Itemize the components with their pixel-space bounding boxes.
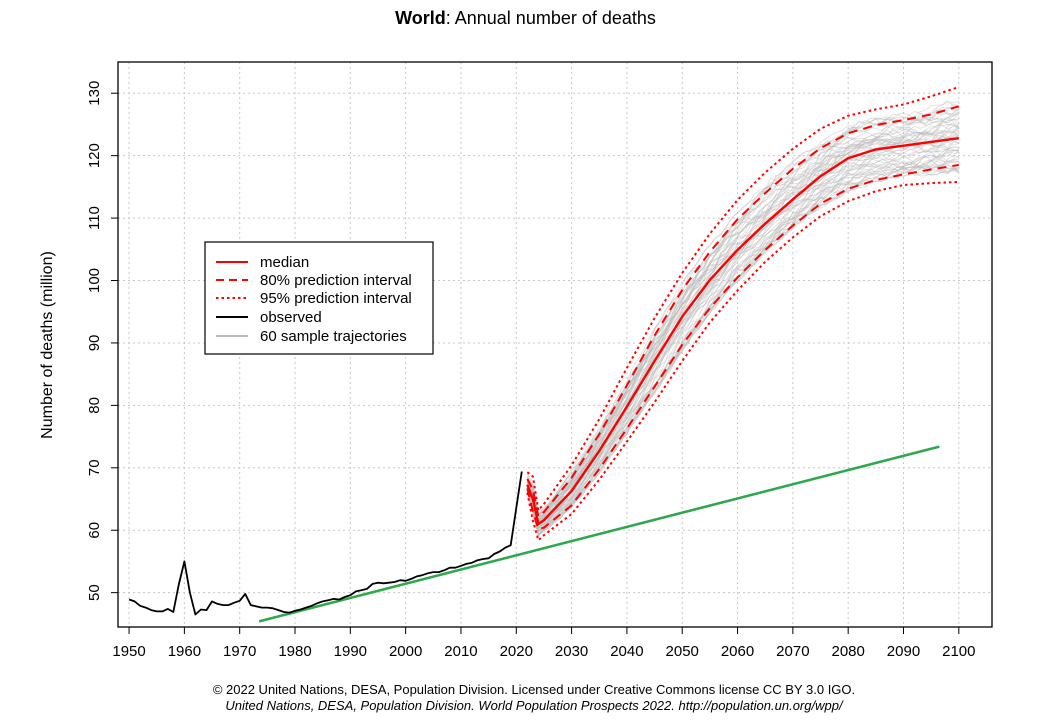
x-tick-label: 2030 bbox=[555, 643, 588, 660]
chart-title: World: Annual number of deaths bbox=[0, 8, 1051, 29]
x-tick-label: 2040 bbox=[610, 643, 643, 660]
sample-trajectory bbox=[526, 159, 959, 523]
x-tick-label: 2090 bbox=[887, 643, 920, 660]
x-tick-label: 2000 bbox=[389, 643, 422, 660]
sample-trajectory bbox=[526, 118, 959, 518]
citation-footer: United Nations, DESA, Population Divisio… bbox=[225, 698, 843, 713]
sample-trajectory bbox=[526, 160, 959, 537]
legend-label-samples: 60 sample trajectories bbox=[260, 328, 407, 345]
sample-trajectory bbox=[526, 113, 959, 516]
sample-trajectory bbox=[526, 135, 959, 534]
sample-trajectory bbox=[526, 148, 959, 528]
sample-trajectory bbox=[526, 103, 959, 523]
y-tick-label: 120 bbox=[86, 143, 103, 168]
x-tick-label: 2100 bbox=[942, 643, 975, 660]
sample-trajectory bbox=[526, 170, 959, 536]
sample-trajectory bbox=[526, 123, 959, 523]
sample-trajectory bbox=[526, 144, 959, 537]
sample-trajectory bbox=[526, 134, 960, 535]
y-tick-label: 130 bbox=[86, 81, 103, 106]
sample-trajectory bbox=[526, 123, 960, 530]
pi95-upper-line bbox=[526, 86, 960, 512]
sample-trajectory bbox=[526, 119, 959, 515]
y-tick-label: 70 bbox=[86, 459, 103, 476]
sample-trajectory bbox=[526, 166, 960, 532]
sample-trajectory bbox=[526, 122, 960, 520]
x-tick-label: 2010 bbox=[444, 643, 477, 660]
sample-trajectory bbox=[526, 149, 959, 536]
sample-trajectory bbox=[526, 109, 960, 523]
series bbox=[128, 86, 960, 623]
y-axis-label: Number of deaths (million) bbox=[39, 251, 56, 439]
y-tick-label: 60 bbox=[86, 522, 103, 539]
sample-trajectory bbox=[526, 113, 959, 521]
x-tick-label: 2080 bbox=[831, 643, 864, 660]
sample-trajectory bbox=[526, 154, 959, 537]
y-tick-label: 90 bbox=[86, 335, 103, 352]
x-tick-label: 2050 bbox=[666, 643, 699, 660]
chart-title-bold: World bbox=[395, 8, 446, 28]
sample-trajectories bbox=[526, 100, 960, 538]
sample-trajectory bbox=[526, 106, 959, 526]
sample-trajectory bbox=[526, 119, 960, 523]
copyright-footer: © 2022 United Nations, DESA, Population … bbox=[212, 682, 856, 697]
legend-label-80: 80% prediction interval bbox=[260, 272, 412, 289]
legend-label-median: median bbox=[260, 254, 309, 271]
chart-title-rest: : Annual number of deaths bbox=[445, 8, 656, 28]
x-tick-label: 2020 bbox=[500, 643, 533, 660]
sample-trajectory bbox=[526, 130, 960, 522]
x-tick-label: 1950 bbox=[112, 643, 145, 660]
sample-trajectory bbox=[526, 130, 960, 533]
sample-trajectory bbox=[526, 158, 959, 533]
grid bbox=[118, 62, 992, 627]
x-tick-label: 1990 bbox=[334, 643, 367, 660]
sample-trajectory bbox=[526, 168, 959, 536]
sample-trajectory bbox=[526, 116, 959, 530]
plot-frame bbox=[117, 61, 993, 628]
x-tick-label: 1960 bbox=[168, 643, 201, 660]
sample-trajectory bbox=[526, 155, 959, 517]
pi95-lower-line bbox=[526, 180, 959, 542]
legend-label-95: 95% prediction interval bbox=[260, 290, 412, 307]
y-tick-label: 110 bbox=[86, 206, 103, 230]
x-tick-label: 1980 bbox=[278, 643, 311, 660]
sample-trajectory bbox=[526, 131, 960, 535]
y-tick-label: 50 bbox=[86, 584, 103, 601]
sample-trajectory bbox=[526, 162, 960, 519]
sample-trajectory bbox=[526, 114, 959, 522]
legend-label-observed: observed bbox=[260, 309, 322, 326]
sample-trajectory bbox=[526, 114, 960, 523]
x-tick-label: 1970 bbox=[223, 643, 256, 660]
y-tick-label: 80 bbox=[86, 397, 103, 414]
legend: median 80% prediction interval 95% predi… bbox=[204, 241, 434, 355]
pi80-lower-line bbox=[526, 164, 959, 530]
sample-trajectory bbox=[526, 141, 959, 530]
sample-trajectory bbox=[526, 149, 960, 536]
sample-trajectory bbox=[526, 135, 959, 516]
sample-trajectory bbox=[526, 128, 959, 532]
y-tick-label: 100 bbox=[86, 268, 103, 293]
trend-line bbox=[258, 445, 940, 623]
sample-trajectory bbox=[526, 129, 959, 526]
x-tick-label: 2060 bbox=[721, 643, 754, 660]
sample-trajectory bbox=[526, 131, 959, 524]
sample-trajectory bbox=[526, 126, 960, 528]
observed-line bbox=[128, 471, 523, 616]
x-tick-label: 2070 bbox=[776, 643, 809, 660]
sample-trajectory bbox=[526, 108, 960, 517]
median-line bbox=[526, 137, 959, 526]
pi80-upper-line bbox=[526, 105, 960, 518]
sample-trajectory bbox=[526, 146, 959, 529]
sample-trajectory bbox=[526, 154, 959, 522]
axes: 1950 1960 1970 1980 1990 2000 2010 2020 2030 2040… bbox=[86, 81, 975, 660]
